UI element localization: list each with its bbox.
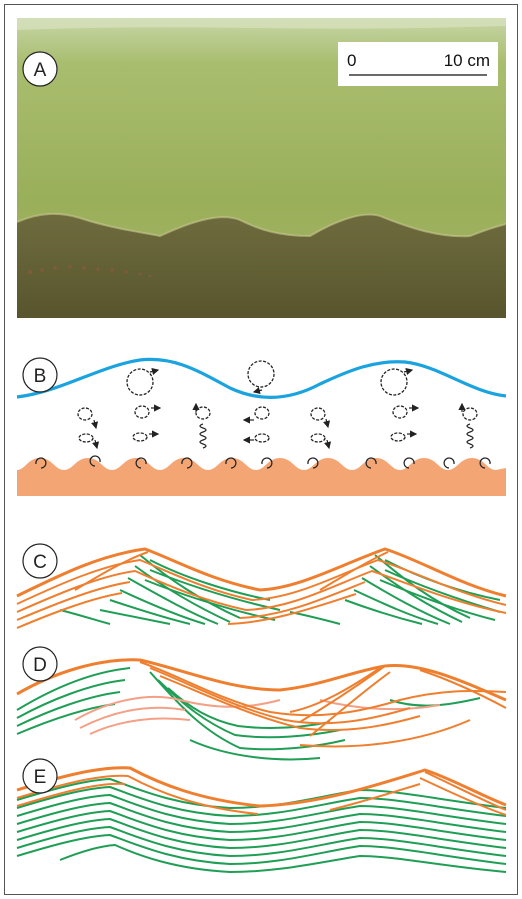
bed-eddies xyxy=(35,455,491,469)
vortex-arrows xyxy=(91,367,466,450)
panel-label-e: E xyxy=(34,767,47,788)
label-circle-d xyxy=(22,646,58,682)
orange-laminae-d xyxy=(16,658,507,748)
figure-frame xyxy=(4,4,518,895)
label-circle-a xyxy=(22,51,58,87)
green-laminae-c xyxy=(59,554,501,625)
scale-end: 10 cm xyxy=(444,51,490,70)
orange-laminae-e xyxy=(16,766,507,816)
water-surface-line xyxy=(16,357,507,399)
panel-label-a: A xyxy=(34,60,47,81)
label-circle-b xyxy=(22,357,58,393)
green-laminae-e xyxy=(16,777,507,874)
photo-pebbles xyxy=(28,265,152,278)
panel-label-b: B xyxy=(34,366,47,387)
photo-sand-ripples xyxy=(17,213,506,318)
panel-label-d: D xyxy=(33,655,47,676)
scale-box xyxy=(338,42,498,86)
panel-e: E xyxy=(16,758,507,874)
label-circle-e xyxy=(22,758,58,794)
pink-laminae-d xyxy=(74,695,441,735)
panel-label-c: C xyxy=(33,552,47,573)
label-circle-c xyxy=(22,543,58,579)
panel-c: C xyxy=(16,543,507,629)
panel-a: A 0 10 cm xyxy=(16,18,507,318)
scale-start: 0 xyxy=(347,51,356,70)
orange-laminae-c xyxy=(16,547,507,629)
vortices xyxy=(77,360,478,443)
helical-vortices xyxy=(199,423,474,449)
panel-b: B xyxy=(16,357,507,496)
panel-d: D xyxy=(16,646,507,761)
